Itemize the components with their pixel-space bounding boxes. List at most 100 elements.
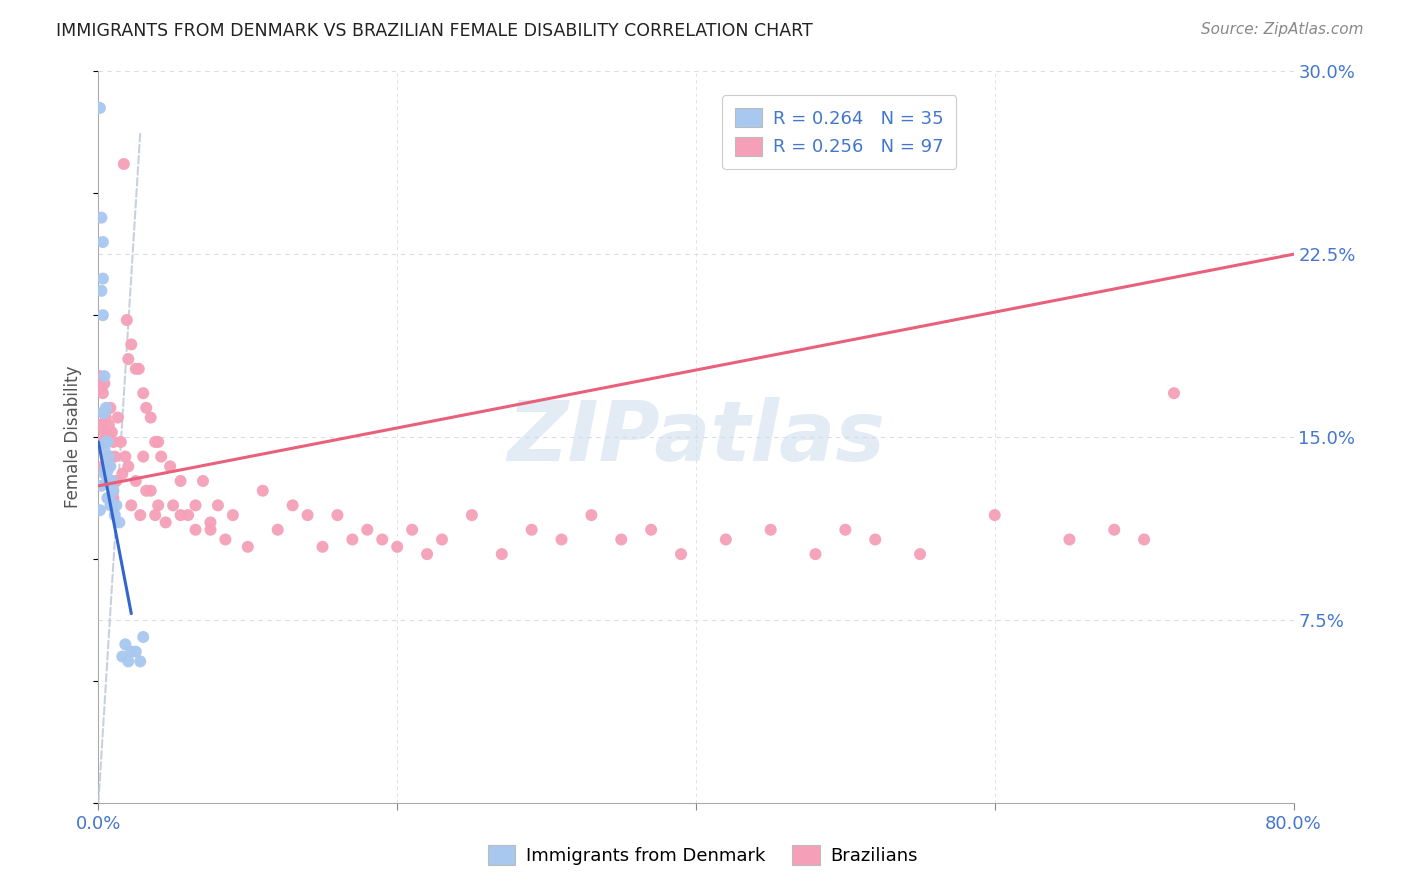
Point — [117, 459, 139, 474]
Point — [125, 645, 148, 659]
Point — [200, 523, 222, 537]
Point — [112, 157, 135, 171]
Point — [117, 654, 139, 668]
Point — [89, 417, 111, 432]
Point — [143, 434, 166, 449]
Point — [94, 410, 117, 425]
Point — [640, 523, 662, 537]
Point — [1059, 533, 1081, 547]
Point — [214, 533, 236, 547]
Point — [342, 533, 364, 547]
Point — [89, 503, 111, 517]
Point — [90, 284, 112, 298]
Point — [90, 211, 112, 225]
Point — [169, 508, 191, 522]
Legend: Immigrants from Denmark, Brazilians: Immigrants from Denmark, Brazilians — [481, 838, 925, 872]
Point — [96, 450, 118, 464]
Point — [371, 533, 394, 547]
Point — [155, 516, 177, 530]
Point — [101, 474, 124, 488]
Point — [236, 540, 259, 554]
Point — [491, 547, 513, 561]
Point — [150, 450, 173, 464]
Point — [97, 491, 120, 505]
Point — [91, 235, 114, 249]
Point — [94, 434, 117, 449]
Point — [148, 434, 170, 449]
Point — [804, 547, 827, 561]
Point — [101, 425, 124, 440]
Point — [207, 499, 229, 513]
Point — [297, 508, 319, 522]
Point — [281, 499, 304, 513]
Point — [111, 467, 134, 481]
Point — [120, 337, 142, 351]
Point — [98, 499, 122, 513]
Point — [128, 361, 150, 376]
Point — [114, 637, 136, 651]
Point — [96, 425, 118, 440]
Point — [184, 523, 207, 537]
Point — [356, 523, 378, 537]
Point — [125, 474, 148, 488]
Point — [129, 508, 152, 522]
Point — [139, 483, 162, 498]
Point — [267, 523, 290, 537]
Text: IMMIGRANTS FROM DENMARK VS BRAZILIAN FEMALE DISABILITY CORRELATION CHART: IMMIGRANTS FROM DENMARK VS BRAZILIAN FEM… — [56, 22, 813, 40]
Point — [94, 434, 117, 449]
Point — [93, 425, 115, 440]
Point — [148, 499, 170, 513]
Point — [184, 499, 207, 513]
Point — [430, 533, 453, 547]
Point — [252, 483, 274, 498]
Point — [97, 417, 120, 432]
Point — [669, 547, 692, 561]
Point — [105, 474, 128, 488]
Legend: R = 0.264   N = 35, R = 0.256   N = 97: R = 0.264 N = 35, R = 0.256 N = 97 — [723, 95, 956, 169]
Text: ZIPatlas: ZIPatlas — [508, 397, 884, 477]
Point — [311, 540, 333, 554]
Point — [550, 533, 572, 547]
Point — [1163, 386, 1185, 401]
Point — [139, 410, 162, 425]
Point — [107, 410, 129, 425]
Point — [135, 401, 157, 415]
Point — [520, 523, 543, 537]
Point — [162, 499, 184, 513]
Point — [96, 434, 118, 449]
Point — [135, 483, 157, 498]
Point — [91, 417, 114, 432]
Point — [93, 376, 115, 391]
Point — [132, 450, 155, 464]
Point — [143, 508, 166, 522]
Point — [94, 401, 117, 415]
Text: Source: ZipAtlas.com: Source: ZipAtlas.com — [1201, 22, 1364, 37]
Point — [111, 649, 134, 664]
Point — [104, 508, 127, 522]
Point — [1133, 533, 1156, 547]
Point — [461, 508, 484, 522]
Point — [714, 533, 737, 547]
Point — [90, 381, 112, 395]
Point — [610, 533, 633, 547]
Point — [103, 491, 125, 505]
Point — [117, 352, 139, 367]
Point — [97, 450, 120, 464]
Point — [120, 645, 142, 659]
Point — [96, 464, 118, 478]
Point — [93, 467, 115, 481]
Point — [108, 516, 131, 530]
Point — [98, 401, 122, 415]
Point — [91, 308, 114, 322]
Point — [177, 508, 200, 522]
Point — [200, 516, 222, 530]
Point — [120, 499, 142, 513]
Point — [129, 654, 152, 668]
Point — [110, 434, 132, 449]
Point — [91, 459, 114, 474]
Point — [984, 508, 1007, 522]
Point — [94, 459, 117, 474]
Point — [581, 508, 603, 522]
Point — [115, 313, 138, 327]
Point — [114, 450, 136, 464]
